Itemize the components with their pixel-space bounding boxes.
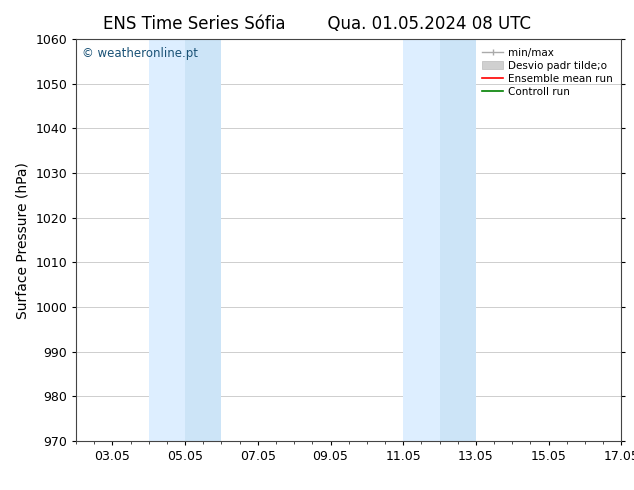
Y-axis label: Surface Pressure (hPa): Surface Pressure (hPa) [16, 162, 30, 318]
Text: © weatheronline.pt: © weatheronline.pt [82, 47, 198, 60]
Legend: min/max, Desvio padr tilde;o, Ensemble mean run, Controll run: min/max, Desvio padr tilde;o, Ensemble m… [479, 45, 616, 100]
Bar [403, 39, 439, 441]
Bar [149, 39, 185, 441]
Bar [439, 39, 476, 441]
Text: ENS Time Series Sófia        Qua. 01.05.2024 08 UTC: ENS Time Series Sófia Qua. 01.05.2024 08… [103, 15, 531, 33]
Bar [185, 39, 221, 441]
